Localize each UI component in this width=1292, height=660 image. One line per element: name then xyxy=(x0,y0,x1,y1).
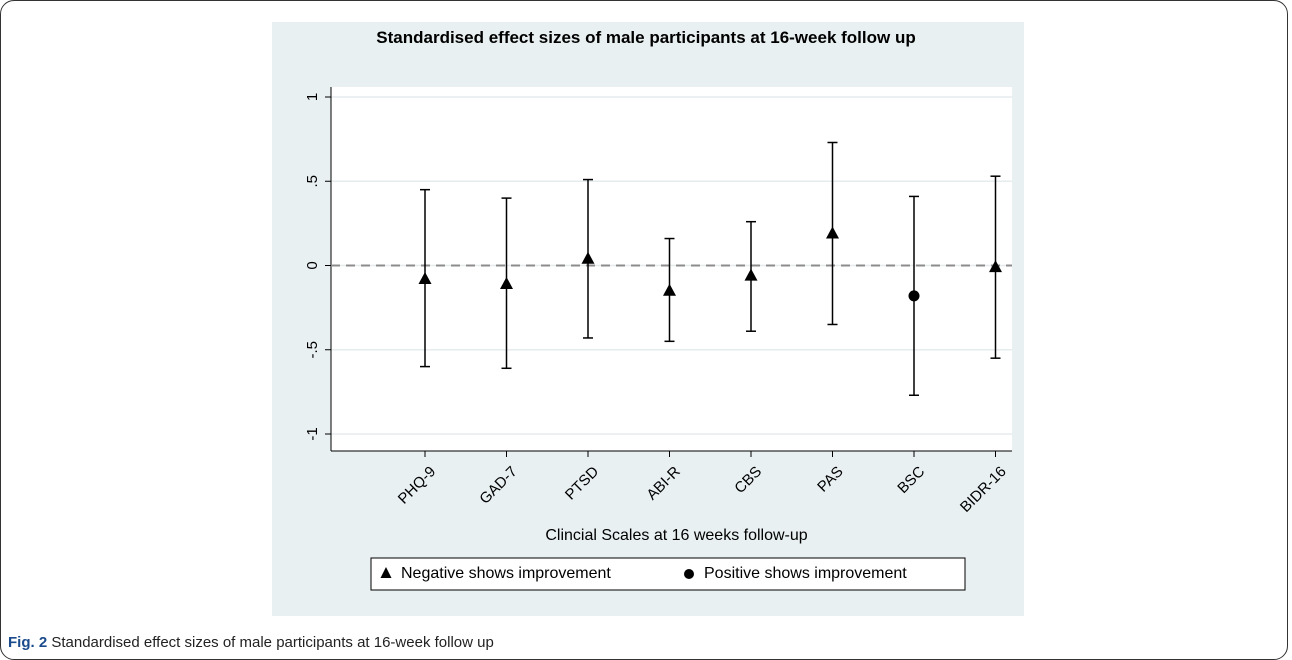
data-point-triangle xyxy=(581,251,595,264)
legend-circle-icon xyxy=(684,569,694,579)
x-tick-label: GAD-7 xyxy=(476,463,520,507)
chart-title: Standardised effect sizes of male partic… xyxy=(376,28,916,47)
x-tick-label: BIDR-16 xyxy=(957,463,1010,516)
x-tick-label: CBS xyxy=(731,463,765,497)
y-tick-label: 1 xyxy=(304,93,321,101)
x-tick-label: PTSD xyxy=(562,463,602,503)
legend-box xyxy=(370,557,966,591)
data-point-circle xyxy=(908,290,920,302)
x-tick-label: PAS xyxy=(814,463,846,495)
data-point-triangle xyxy=(744,268,758,281)
x-tick-label: ABI-R xyxy=(643,463,683,503)
data-point-triangle xyxy=(663,283,676,296)
figure-caption: Fig. 2 Standardised effect sizes of male… xyxy=(8,634,494,651)
data-point-triangle xyxy=(826,226,839,239)
y-tick-label: 0 xyxy=(304,261,321,269)
y-tick-label: -.5 xyxy=(304,341,321,359)
legend-label-positive: Positive shows improvement xyxy=(704,565,907,582)
plot-area xyxy=(331,87,1012,451)
x-tick-label: BSC xyxy=(894,463,928,497)
caption-label: Fig. 2 xyxy=(8,634,48,651)
data-point-triangle xyxy=(989,260,1002,273)
legend-label-negative: Negative shows improvement xyxy=(401,565,611,582)
caption-text: Standardised effect sizes of male partic… xyxy=(51,634,494,651)
data-point-triangle xyxy=(418,271,432,284)
y-tick-label: -1 xyxy=(304,427,321,440)
x-axis-title: Clincial Scales at 16 weeks follow-up xyxy=(545,527,807,544)
y-tick-label: .5 xyxy=(304,175,321,188)
data-point-triangle xyxy=(500,277,513,290)
legend-triangle-icon xyxy=(380,567,392,578)
x-tick-label: PHQ-9 xyxy=(395,463,439,507)
